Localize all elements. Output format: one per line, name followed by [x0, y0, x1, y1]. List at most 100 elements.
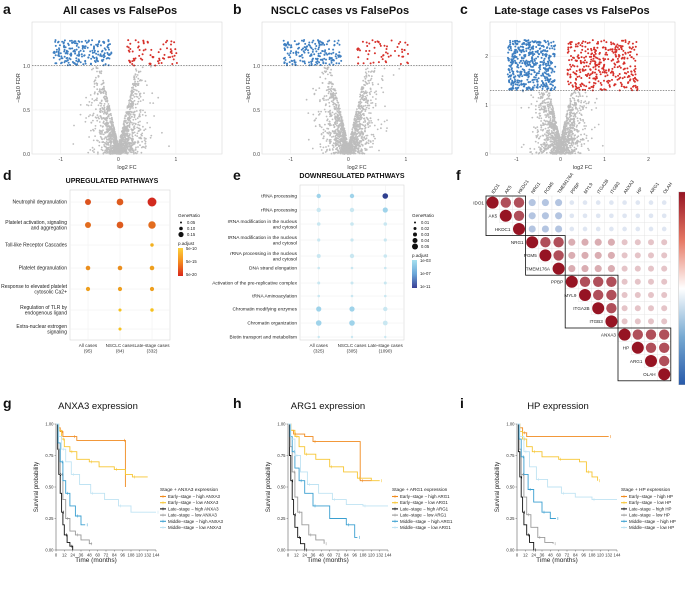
ns-point: [129, 108, 131, 111]
down-point: [63, 50, 66, 53]
ns-point: [122, 122, 125, 125]
ns-point: [103, 123, 106, 125]
down-point: [524, 83, 527, 86]
y-axis-label: −log10 FDR: [16, 73, 22, 103]
ns-point: [371, 102, 374, 104]
up-point: [152, 56, 155, 58]
up-point: [157, 60, 159, 63]
ns-point: [120, 144, 123, 147]
ns-point: [567, 139, 570, 141]
ns-point: [333, 97, 335, 100]
ns-point: [141, 140, 144, 143]
ns-point: [357, 118, 360, 121]
ns-point: [381, 75, 384, 78]
ns-point: [548, 131, 550, 134]
ns-point: [143, 92, 145, 94]
ns-point: [113, 143, 116, 146]
ns-point: [560, 151, 563, 154]
ns-point: [98, 121, 101, 123]
ns-point: [574, 137, 577, 140]
ns-point: [331, 144, 334, 147]
ns-point: [130, 146, 132, 149]
ns-point: [361, 107, 364, 109]
ns-point: [357, 148, 360, 151]
down-point: [527, 71, 530, 74]
ns-point: [359, 118, 361, 121]
ns-point: [123, 119, 126, 122]
panel-letter-g: g: [3, 395, 12, 411]
down-point: [533, 76, 536, 79]
down-point: [508, 69, 511, 72]
ns-point: [129, 98, 132, 101]
ns-point: [141, 134, 143, 137]
y-tick-label: 2: [485, 54, 488, 60]
down-point: [508, 45, 511, 48]
ns-point: [336, 128, 339, 131]
ns-point: [334, 116, 336, 119]
ns-point: [370, 75, 373, 78]
ns-point: [361, 149, 363, 152]
ns-point: [110, 114, 112, 117]
ns-point: [546, 101, 549, 104]
ns-point: [132, 107, 134, 109]
up-point: [365, 50, 368, 52]
ns-point: [103, 106, 106, 109]
ns-point: [362, 124, 365, 127]
ns-point: [131, 86, 134, 89]
ns-point: [113, 126, 115, 129]
down-point: [553, 55, 556, 58]
ns-point: [324, 77, 327, 80]
ns-point: [110, 144, 112, 147]
ns-point: [128, 118, 131, 121]
ns-point: [365, 138, 367, 140]
ns-point: [130, 128, 133, 131]
ns-point: [541, 102, 544, 104]
down-point: [289, 46, 292, 49]
up-point: [361, 40, 364, 43]
down-point: [104, 48, 107, 51]
ns-point: [129, 113, 132, 116]
ns-point: [367, 139, 370, 142]
ns-point: [98, 117, 100, 120]
ns-point: [562, 134, 564, 136]
ns-point: [363, 76, 366, 78]
down-point: [102, 56, 105, 59]
ns-point: [385, 130, 388, 132]
ns-point: [146, 84, 148, 87]
ns-point: [358, 101, 361, 103]
ns-point: [551, 134, 554, 137]
ns-point: [319, 99, 321, 101]
ns-point: [339, 140, 342, 142]
ns-point: [124, 126, 127, 129]
ns-point: [140, 151, 143, 154]
ns-point: [544, 144, 547, 147]
ns-point: [136, 74, 139, 76]
ns-point: [547, 134, 550, 137]
ns-point: [122, 150, 124, 153]
ns-point: [319, 100, 321, 103]
ns-point: [336, 113, 339, 116]
ns-point: [540, 108, 543, 110]
ns-point: [107, 151, 109, 153]
down-point: [57, 40, 60, 43]
ns-point: [346, 151, 349, 153]
ns-point: [538, 108, 541, 111]
ns-point: [355, 134, 357, 137]
down-point: [100, 55, 103, 58]
ns-point: [350, 143, 352, 146]
ns-point: [105, 128, 108, 131]
panel-letter-e: e: [233, 167, 241, 183]
down-point: [334, 55, 337, 58]
ns-point: [334, 135, 337, 138]
ns-point: [369, 93, 371, 96]
ns-point: [86, 104, 88, 106]
ns-point: [573, 104, 575, 107]
ns-point: [96, 97, 98, 100]
ns-point: [537, 142, 540, 144]
ns-point: [584, 127, 586, 130]
ns-point: [539, 97, 542, 100]
up-point: [162, 43, 165, 46]
ns-point: [360, 86, 363, 88]
down-point: [75, 48, 78, 51]
ns-point: [537, 134, 539, 136]
